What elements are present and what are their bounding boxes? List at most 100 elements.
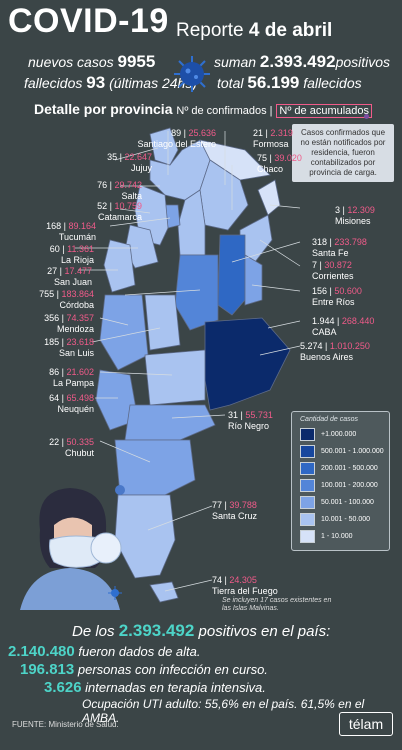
note-marker-icon bbox=[364, 114, 369, 119]
province-accumulated: 89.164 bbox=[68, 221, 96, 231]
province-confirmed: 27 bbox=[47, 266, 58, 276]
province-accumulated: 233.798 bbox=[334, 237, 367, 247]
province-accumulated: 23.618 bbox=[66, 337, 94, 347]
province-name: Buenos Aires bbox=[300, 352, 354, 362]
total-deaths: total 56.199 fallecidos bbox=[217, 73, 362, 92]
map-cordoba bbox=[174, 254, 219, 331]
province-name: Chubut bbox=[64, 448, 94, 458]
summary-row: 2.140.480 fueron dados de alta. bbox=[8, 643, 201, 660]
province-confirmed: 318 bbox=[312, 237, 328, 247]
summary-row: 196.813 personas con infección en curso. bbox=[20, 661, 268, 678]
province-name: Misiones bbox=[335, 216, 371, 226]
province-label: 7 | 30.872 Corrientes bbox=[312, 260, 354, 281]
map-santafe bbox=[217, 234, 246, 316]
province-label: 89 | 25.636 Santiago del Estero bbox=[116, 128, 216, 150]
legend-item: 1 - 10.000 bbox=[300, 530, 353, 543]
province-name: San Juan bbox=[53, 277, 92, 287]
residence-note: Casos confirmados que no están notificad… bbox=[292, 124, 394, 182]
legend-swatch bbox=[300, 513, 315, 526]
province-label: 86 | 21.602 La Pampa bbox=[0, 367, 94, 389]
province-label: 755 | 183.864 Córdoba bbox=[0, 289, 94, 311]
legend-label: 50.001 - 100.000 bbox=[321, 499, 374, 506]
province-name: Corrientes bbox=[312, 271, 354, 281]
legend-item: 100.001 - 200.000 bbox=[300, 479, 378, 492]
province-accumulated: 10.759 bbox=[114, 201, 142, 211]
province-confirmed: 7 bbox=[312, 260, 318, 270]
map-tierradelfuego bbox=[149, 581, 179, 603]
province-accumulated: 2.319 bbox=[270, 128, 293, 138]
small-virus-icon bbox=[108, 586, 122, 600]
map-santiago bbox=[177, 189, 206, 256]
legend-label: 500.001 - 1.000.000 bbox=[321, 448, 384, 455]
legend-label: 100.001 - 200.000 bbox=[321, 482, 378, 489]
province-label: 5.274 | 1.010.250 Buenos Aires bbox=[300, 341, 370, 362]
map-jujuy bbox=[149, 127, 179, 166]
summary-header: De los 2.393.492 positivos en el país: bbox=[72, 621, 331, 640]
province-name: Formosa bbox=[253, 139, 289, 149]
province-confirmed: 89 bbox=[171, 128, 182, 138]
province-confirmed: 35 bbox=[107, 152, 118, 162]
province-confirmed: 755 bbox=[39, 289, 55, 299]
province-name: Catamarca bbox=[97, 212, 142, 222]
province-label: 52 | 10.759 Catamarca bbox=[42, 201, 142, 223]
province-name: La Rioja bbox=[60, 255, 94, 265]
new-cases: nuevos casos 9955 bbox=[28, 52, 156, 71]
province-name: Córdoba bbox=[59, 300, 94, 310]
province-label: 22 | 50.335 Chubut bbox=[0, 437, 94, 459]
map-lapampa bbox=[144, 349, 206, 406]
province-accumulated: 12.309 bbox=[347, 205, 375, 215]
province-label: 21 | 2.319 Formosa bbox=[253, 128, 293, 149]
province-accumulated: 39.788 bbox=[229, 500, 257, 510]
province-accumulated: 30.872 bbox=[324, 260, 352, 270]
province-confirmed: 75 bbox=[257, 153, 268, 163]
detail-header: Detalle por provincia Nº de confirmados … bbox=[34, 101, 373, 118]
map-buenosaires bbox=[204, 317, 291, 411]
province-label: 31 | 55.731 Río Negro bbox=[228, 410, 273, 431]
map-misiones bbox=[257, 179, 281, 216]
province-label: 74 | 24.305 Tierra del Fuego bbox=[212, 575, 278, 596]
province-label: 185 | 23.618 San Luis bbox=[0, 337, 94, 359]
legend-swatch bbox=[300, 428, 315, 441]
telam-logo: télam bbox=[339, 712, 393, 736]
legend-item: 200.001 - 500.000 bbox=[300, 462, 378, 475]
province-name: San Luis bbox=[58, 348, 94, 358]
province-accumulated: 183.864 bbox=[61, 289, 94, 299]
province-label: 35 | 22.647 Jujuy bbox=[52, 152, 152, 174]
province-label: 27 | 17.477 San Juan bbox=[0, 266, 92, 288]
province-accumulated: 1.010.250 bbox=[329, 341, 370, 351]
province-name: CABA bbox=[312, 327, 337, 337]
map-sanluis bbox=[144, 294, 181, 351]
province-label: 77 | 39.788 Santa Cruz bbox=[212, 500, 258, 521]
province-label: 318 | 233.798 Santa Fe bbox=[312, 237, 367, 258]
province-confirmed: 64 bbox=[49, 393, 60, 403]
legend-swatch bbox=[300, 479, 315, 492]
legend-label: 200.001 - 500.000 bbox=[321, 465, 378, 472]
uti-occupancy: Ocupación UTI adulto: 55,6% en el país. … bbox=[82, 697, 365, 725]
new-deaths: fallecidos 93 (últimas 24hs) bbox=[24, 73, 197, 92]
province-label: 76 | 29.742 Salta bbox=[42, 180, 142, 202]
malvinas-note: Se incluyen 17 casos existentes en las I… bbox=[222, 597, 332, 612]
map-sanjuan bbox=[103, 239, 136, 293]
legend-item: 500.001 - 1.000.000 bbox=[300, 445, 384, 458]
province-name: Santa Fe bbox=[312, 248, 349, 258]
province-name: La Pampa bbox=[52, 378, 94, 388]
total-positives: suman 2.393.492positivos bbox=[214, 52, 391, 71]
province-accumulated: 55.731 bbox=[245, 410, 273, 420]
province-label: 1.944 | 268.440 CABA bbox=[312, 316, 375, 337]
province-confirmed: 185 bbox=[44, 337, 60, 347]
legend-item: +1.000.000 bbox=[300, 428, 356, 441]
masked-person-illustration bbox=[20, 485, 125, 610]
report-date: Reporte 4 de abril bbox=[176, 20, 333, 41]
province-confirmed: 21 bbox=[253, 128, 264, 138]
map-formosa bbox=[199, 139, 271, 181]
province-accumulated: 74.357 bbox=[66, 313, 94, 323]
province-confirmed: 1.944 bbox=[312, 316, 335, 326]
province-label: 60 | 11.361 La Rioja bbox=[0, 244, 94, 266]
province-name: Neuquén bbox=[57, 404, 94, 414]
legend-label: +1.000.000 bbox=[321, 431, 357, 438]
map-neuquen bbox=[95, 369, 139, 431]
province-confirmed: 168 bbox=[46, 221, 62, 231]
legend-label: 10.001 - 50.000 bbox=[321, 516, 371, 523]
province-name: Santa Cruz bbox=[212, 511, 258, 521]
